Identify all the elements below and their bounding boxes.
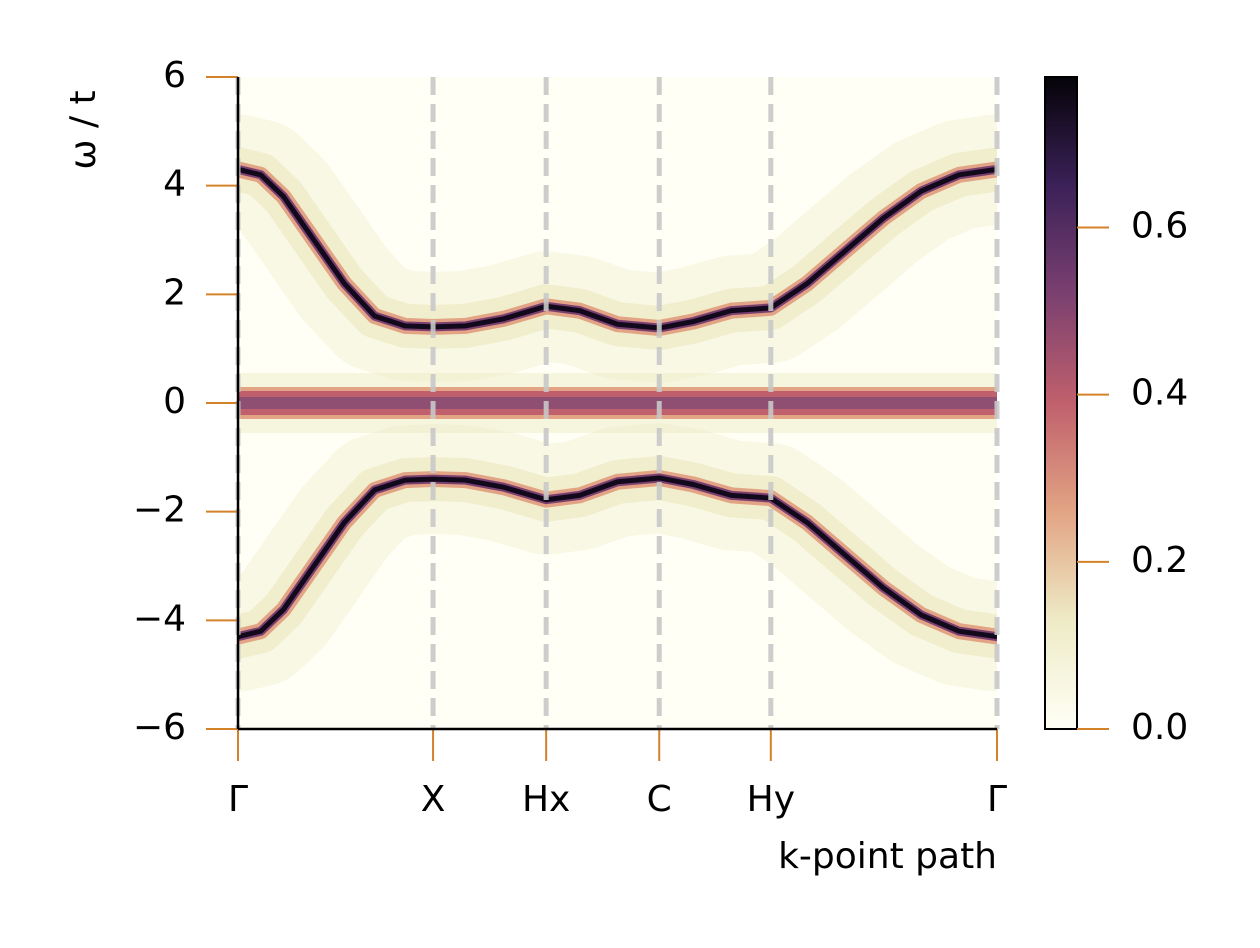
colorbar-tick-label: 0.2 [1131,540,1188,581]
x-tick-label: X [421,779,446,820]
x-tick-label: C [647,779,672,820]
x-axis-label: k-point path [778,836,997,877]
band [238,166,997,331]
y-tick-label: 6 [163,55,186,96]
colorbar-tick-label: 0.4 [1131,373,1188,414]
y-tick-label: −2 [133,490,186,531]
band [238,475,997,640]
x-tick-label: Hy [747,779,795,820]
y-tick-label: −4 [133,598,186,639]
colorbar [1044,76,1078,730]
x-tick-label: Hx [522,779,570,820]
y-tick-label: −6 [133,707,186,748]
y-axis-label: ω / t [63,90,104,169]
y-tick-label: 0 [163,381,186,422]
x-tick-label: Γ [228,779,248,820]
plot-area [238,77,997,729]
x-tick-label: Γ [987,779,1007,820]
y-tick-label: 2 [163,272,186,313]
colorbar-tick-label: 0.0 [1131,707,1188,748]
colorbar-tick-label: 0.6 [1131,205,1188,246]
y-tick-label: 4 [163,164,186,205]
